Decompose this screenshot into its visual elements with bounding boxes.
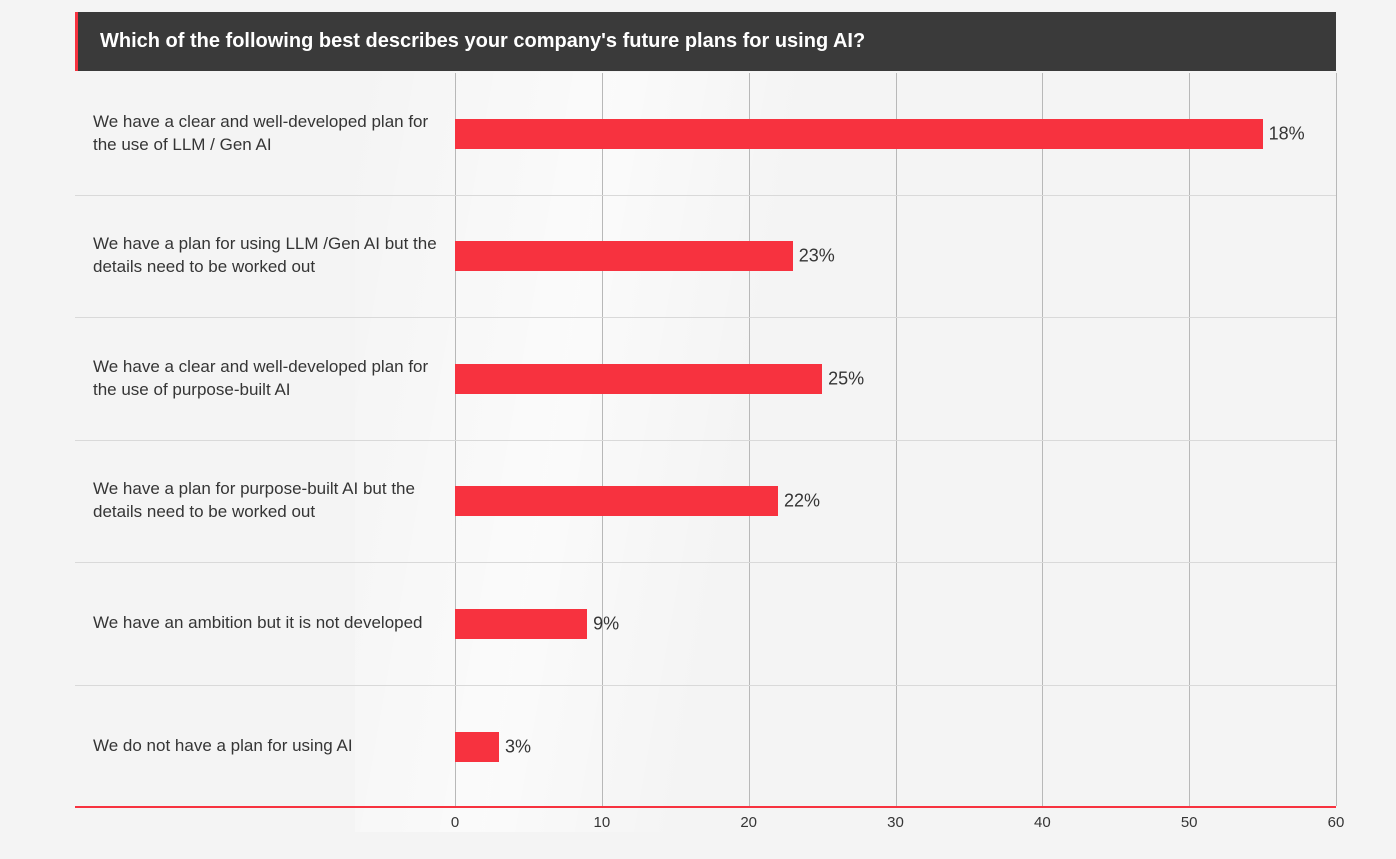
chart-rows: We have a clear and well-developed plan … — [75, 73, 1336, 808]
x-axis-tick: 40 — [1034, 814, 1051, 831]
row-label: We have an ambition but it is not develo… — [75, 612, 455, 635]
bar-value-label: 9% — [593, 613, 619, 634]
row-label: We have a plan for using LLM /Gen AI but… — [75, 233, 455, 279]
bar — [455, 486, 778, 516]
row-plot: 23% — [455, 196, 1336, 318]
chart-row: We have a plan for using LLM /Gen AI but… — [75, 196, 1336, 319]
chart-row: We have an ambition but it is not develo… — [75, 563, 1336, 686]
bar-value-label: 3% — [505, 736, 531, 757]
x-axis: 0102030405060 — [455, 808, 1336, 838]
row-plot: 3% — [455, 686, 1336, 809]
row-label: We have a plan for purpose-built AI but … — [75, 478, 455, 524]
x-axis-tick: 0 — [451, 814, 459, 831]
row-plot: 9% — [455, 563, 1336, 685]
x-axis-tick: 50 — [1181, 814, 1198, 831]
bar — [455, 609, 587, 639]
x-axis-tick: 30 — [887, 814, 904, 831]
row-label: We have a clear and well-developed plan … — [75, 356, 455, 402]
bar — [455, 119, 1263, 149]
row-label: We have a clear and well-developed plan … — [75, 111, 455, 157]
bar — [455, 732, 499, 762]
bar — [455, 241, 793, 271]
chart-container: Which of the following best describes yo… — [0, 0, 1396, 859]
chart-title-bar: Which of the following best describes yo… — [75, 12, 1336, 71]
bar-value-label: 18% — [1269, 123, 1305, 144]
chart-panel: Which of the following best describes yo… — [75, 12, 1336, 839]
bar — [455, 364, 822, 394]
bar-value-label: 23% — [799, 246, 835, 267]
chart-row: We have a clear and well-developed plan … — [75, 318, 1336, 441]
chart-row: We do not have a plan for using AI 3% — [75, 686, 1336, 809]
grid-line — [1336, 73, 1337, 806]
x-axis-tick: 20 — [740, 814, 757, 831]
chart-plot-area: We have a clear and well-developed plan … — [75, 73, 1336, 808]
x-axis-tick: 60 — [1328, 814, 1345, 831]
row-plot: 25% — [455, 318, 1336, 440]
chart-row: We have a plan for purpose-built AI but … — [75, 441, 1336, 564]
bar-value-label: 22% — [784, 491, 820, 512]
chart-row: We have a clear and well-developed plan … — [75, 73, 1336, 196]
row-plot: 18% — [455, 73, 1336, 195]
chart-title: Which of the following best describes yo… — [100, 30, 865, 52]
row-plot: 22% — [455, 441, 1336, 563]
row-label: We do not have a plan for using AI — [75, 735, 455, 758]
x-axis-tick: 10 — [593, 814, 610, 831]
bar-value-label: 25% — [828, 368, 864, 389]
